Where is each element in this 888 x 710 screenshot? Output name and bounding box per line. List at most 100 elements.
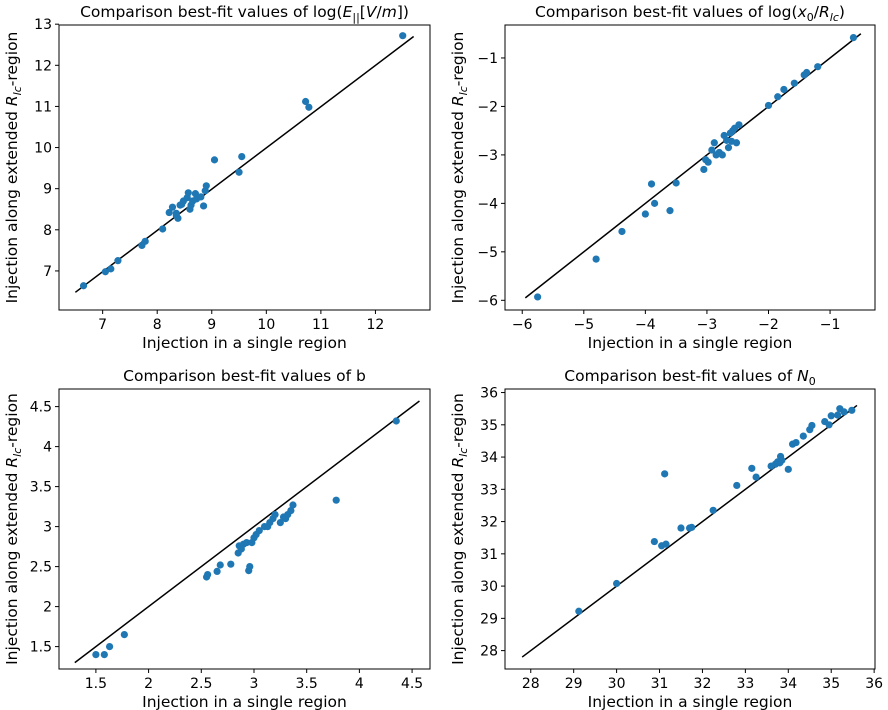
x-tick-label: −5	[573, 317, 594, 333]
data-point	[592, 255, 600, 263]
data-point	[840, 408, 848, 416]
x-tick-label: −2	[758, 317, 779, 333]
x-tick-label: 1.5	[85, 676, 107, 692]
y-tick-label: 4	[43, 440, 52, 456]
x-axis-label: Injection in a single region	[142, 334, 347, 352]
subplot-2: −6 −5 −4 −3 −2 −1 −6 −5 −4 −3 −2 −1 Comparison best-…	[449, 3, 876, 352]
data-point	[101, 268, 109, 276]
data-point	[808, 421, 816, 430]
data-point	[650, 537, 658, 546]
plot-frame	[58, 24, 431, 311]
x-tick-label: 7	[98, 317, 107, 333]
data-point	[204, 571, 212, 579]
data-point	[534, 293, 542, 301]
data-point	[302, 97, 310, 106]
data-point	[834, 411, 842, 419]
data-point	[704, 158, 712, 166]
x-tick-label: 12	[367, 317, 385, 333]
data-point	[276, 519, 284, 527]
data-point	[199, 202, 208, 210]
data-point	[79, 282, 88, 290]
data-point	[107, 265, 115, 273]
x-tick-label: 35	[822, 676, 840, 692]
data-point	[677, 524, 685, 532]
data-point	[688, 523, 696, 531]
y-tick-label: 12	[34, 58, 52, 74]
data-point	[120, 631, 128, 639]
y-tick-label: 7	[43, 264, 52, 280]
data-point	[666, 207, 674, 215]
y-tick-label: 31	[480, 547, 498, 563]
data-point	[784, 465, 792, 473]
y-tick-label: 30	[480, 579, 498, 595]
x-tick-label: 4	[355, 676, 364, 692]
y-tick-label: −6	[477, 293, 498, 309]
y-tick-label: 35	[480, 418, 498, 434]
data-point	[752, 473, 760, 481]
y-tick-label: 28	[480, 644, 498, 660]
data-point	[661, 470, 669, 478]
data-point	[575, 607, 583, 615]
x-tick-label: 34	[779, 676, 797, 692]
y-tick-label: −1	[477, 51, 498, 67]
subplot-3: 1.5 2 2.5 3 3.5 4 4.5 1.5 2 2.5 3 3.5 4 4.5 Comparison…	[3, 367, 431, 710]
y-axis-label: Injection along extended Rlc-region	[3, 393, 24, 665]
y-tick-label: 2.5	[30, 560, 52, 576]
data-point	[159, 225, 167, 233]
data-point	[238, 153, 246, 161]
y-tick-label: 11	[34, 99, 52, 115]
data-point	[191, 190, 199, 198]
x-tick-label: −1	[820, 317, 841, 333]
y-tick-label: 9	[43, 182, 52, 198]
y-axis-label: Injection along extended Rlc-region	[449, 393, 470, 665]
subplot-4: 28 29 30 31 32 33 34 35 36 28 29 30 31 32 33 34 35 36 Comp…	[449, 367, 883, 710]
data-point	[92, 651, 100, 659]
y-tick-label: 32	[480, 515, 498, 531]
data-point	[271, 510, 279, 519]
data-point	[305, 103, 313, 111]
x-tick-label: 30	[608, 676, 626, 692]
y-tick-label: −4	[477, 196, 498, 212]
x-tick-label: −6	[512, 317, 533, 333]
data-point	[105, 643, 114, 651]
chart-title: Comparison best-fit values of b	[123, 367, 366, 385]
y-tick-label: 3.5	[30, 480, 52, 496]
y-tick-label: 13	[34, 17, 52, 33]
x-tick-label: 28	[522, 676, 540, 692]
chart-title: Comparison best-fit values of log(E||[V/…	[80, 3, 409, 24]
data-point	[613, 579, 621, 588]
x-tick-label: 31	[651, 676, 669, 692]
y-tick-label: −3	[477, 148, 498, 164]
y-tick-label: 33	[480, 482, 498, 498]
data-point	[227, 560, 235, 568]
identity-line	[74, 400, 420, 664]
data-point	[243, 539, 251, 547]
x-tick-label: 36	[865, 676, 883, 692]
x-tick-label: −4	[635, 317, 656, 333]
x-axis-label: Injection in a single region	[588, 693, 793, 710]
data-point	[246, 563, 254, 571]
data-point	[165, 208, 173, 217]
data-point	[672, 179, 680, 187]
data-point	[174, 214, 182, 222]
data-point	[197, 193, 205, 201]
data-point	[814, 63, 822, 71]
data-point	[799, 432, 807, 440]
y-tick-label: −5	[477, 245, 498, 261]
y-tick-label: −2	[477, 99, 498, 115]
data-point	[827, 412, 835, 420]
x-axis-label: Injection in a single region	[142, 693, 347, 710]
x-tick-label: 4.5	[401, 676, 423, 692]
x-axis-label: Injection in a single region	[588, 334, 793, 352]
subplot-1: 7 8 9 10 11 12 7 8 9 10 11 12 13 Comparison best-fit …	[3, 3, 431, 352]
x-tick-label: 3.5	[296, 676, 318, 692]
chart-title: Comparison best-fit values of N0	[564, 367, 815, 388]
data-point	[235, 168, 243, 176]
identity-line	[74, 35, 415, 293]
data-point	[718, 151, 726, 159]
data-point	[748, 464, 756, 472]
data-point	[392, 417, 400, 425]
data-point	[780, 85, 788, 94]
data-point	[184, 189, 192, 197]
data-point	[168, 203, 177, 211]
